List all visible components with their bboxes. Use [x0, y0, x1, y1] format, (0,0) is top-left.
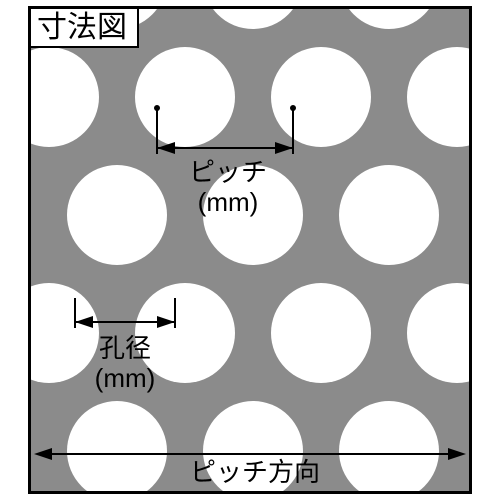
- diameter-arrow-right: [157, 316, 175, 328]
- hole: [339, 165, 439, 265]
- hole: [67, 165, 167, 265]
- diameter-arrow-left: [75, 316, 93, 328]
- hole: [339, 401, 439, 494]
- pitch-arrow-left: [157, 142, 175, 154]
- hole: [271, 47, 371, 147]
- perforated-pattern: [31, 9, 469, 491]
- pitch-label: ピッチ(mm): [183, 158, 273, 218]
- hole: [339, 6, 439, 29]
- hole: [28, 165, 31, 265]
- hole: [203, 6, 303, 29]
- direction-arrow-right: [448, 448, 466, 460]
- pitch-dim-line: [157, 147, 293, 149]
- hole-diameter-label: 孔径(mm): [80, 334, 170, 394]
- direction-line: [44, 453, 456, 455]
- hole: [407, 283, 472, 383]
- diagram-title: 寸法図: [31, 9, 139, 48]
- diagram-container: 寸法図 ピッチ(mm) 孔径(mm) ピッチ方向: [0, 0, 500, 500]
- hole: [67, 401, 167, 494]
- pitch-direction-label: ピッチ方向: [180, 458, 330, 488]
- hole: [271, 283, 371, 383]
- hole: [407, 47, 472, 147]
- diagram-frame: [28, 6, 472, 494]
- hole: [135, 47, 235, 147]
- direction-arrow-left: [34, 448, 52, 460]
- hole: [28, 401, 31, 494]
- pitch-arrow-right: [275, 142, 293, 154]
- hole: [28, 47, 99, 147]
